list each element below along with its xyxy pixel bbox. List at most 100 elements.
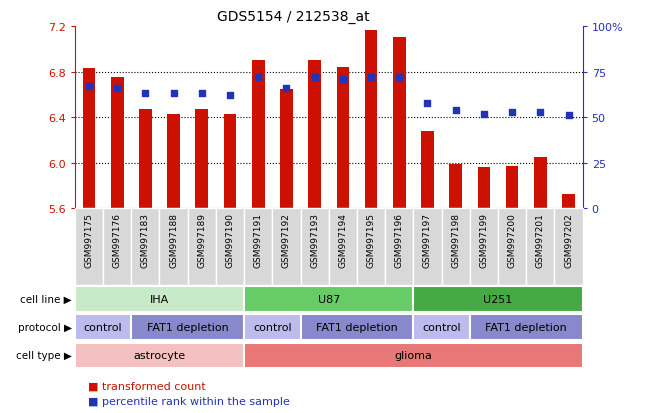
Bar (478, 168, 490, 209)
Point (197, 91, 207, 97)
Bar (393, 38, 406, 209)
Point (225, 93, 235, 100)
Bar (365, 31, 378, 209)
Bar (111, 78, 124, 209)
Bar (421, 132, 434, 209)
Point (281, 85, 292, 92)
Bar (309, 61, 321, 209)
Point (169, 91, 179, 97)
Point (366, 74, 376, 81)
Text: GSM997198: GSM997198 (451, 213, 460, 268)
Point (507, 109, 518, 116)
Text: control: control (84, 323, 122, 332)
FancyBboxPatch shape (498, 209, 526, 285)
Text: cell type ▶: cell type ▶ (16, 351, 72, 361)
Text: U87: U87 (318, 294, 340, 304)
Text: FAT1 depletion: FAT1 depletion (147, 323, 229, 332)
Text: GSM997175: GSM997175 (85, 213, 94, 268)
Text: GDS5154 / 212538_at: GDS5154 / 212538_at (217, 10, 369, 24)
Point (394, 74, 404, 81)
Text: GSM997195: GSM997195 (367, 213, 376, 268)
FancyBboxPatch shape (75, 209, 103, 285)
Text: GSM997190: GSM997190 (225, 213, 234, 268)
FancyBboxPatch shape (555, 209, 583, 285)
Point (450, 107, 461, 114)
Point (338, 76, 348, 83)
Text: ■ transformed count: ■ transformed count (88, 381, 206, 391)
Text: FAT1 depletion: FAT1 depletion (316, 323, 398, 332)
Point (309, 74, 320, 81)
Text: GSM997183: GSM997183 (141, 213, 150, 268)
Text: GSM997192: GSM997192 (282, 213, 291, 268)
Text: control: control (253, 323, 292, 332)
Bar (337, 68, 349, 209)
FancyBboxPatch shape (413, 315, 470, 340)
Text: protocol ▶: protocol ▶ (18, 323, 72, 332)
Point (253, 74, 264, 81)
Text: GSM997188: GSM997188 (169, 213, 178, 268)
FancyBboxPatch shape (244, 343, 583, 368)
Point (422, 100, 433, 107)
Text: IHA: IHA (150, 294, 169, 304)
Text: astrocyte: astrocyte (133, 351, 186, 361)
Bar (449, 165, 462, 209)
FancyBboxPatch shape (385, 209, 413, 285)
FancyBboxPatch shape (470, 209, 498, 285)
FancyBboxPatch shape (272, 209, 301, 285)
FancyBboxPatch shape (357, 209, 385, 285)
Point (140, 91, 150, 97)
Text: GSM997201: GSM997201 (536, 213, 545, 268)
FancyBboxPatch shape (187, 209, 216, 285)
Text: GSM997193: GSM997193 (310, 213, 319, 268)
FancyBboxPatch shape (132, 315, 244, 340)
Bar (562, 194, 575, 209)
Text: cell line ▶: cell line ▶ (20, 294, 72, 304)
Bar (83, 69, 95, 209)
Text: GSM997194: GSM997194 (339, 213, 348, 268)
FancyBboxPatch shape (301, 209, 329, 285)
Point (112, 85, 122, 92)
Bar (534, 158, 547, 209)
Bar (506, 167, 518, 209)
Text: glioma: glioma (395, 351, 432, 361)
FancyBboxPatch shape (75, 287, 244, 312)
FancyBboxPatch shape (526, 209, 555, 285)
Point (84, 84, 94, 90)
FancyBboxPatch shape (103, 209, 132, 285)
FancyBboxPatch shape (75, 315, 132, 340)
Text: GSM997191: GSM997191 (254, 213, 263, 268)
FancyBboxPatch shape (244, 209, 272, 285)
FancyBboxPatch shape (159, 209, 187, 285)
Text: FAT1 depletion: FAT1 depletion (486, 323, 567, 332)
FancyBboxPatch shape (216, 209, 244, 285)
Text: control: control (422, 323, 461, 332)
Point (535, 109, 546, 116)
Bar (139, 110, 152, 209)
Text: GSM997196: GSM997196 (395, 213, 404, 268)
Point (563, 113, 574, 119)
Bar (252, 61, 264, 209)
Bar (167, 114, 180, 209)
Text: U251: U251 (484, 294, 512, 304)
Text: GSM997197: GSM997197 (423, 213, 432, 268)
Text: GSM997199: GSM997199 (479, 213, 488, 268)
Text: GSM997202: GSM997202 (564, 213, 573, 267)
Text: GSM997176: GSM997176 (113, 213, 122, 268)
FancyBboxPatch shape (413, 209, 441, 285)
FancyBboxPatch shape (301, 315, 413, 340)
FancyBboxPatch shape (413, 287, 583, 312)
Text: GSM997189: GSM997189 (197, 213, 206, 268)
Point (478, 111, 489, 118)
FancyBboxPatch shape (132, 209, 159, 285)
Text: GSM997200: GSM997200 (508, 213, 517, 268)
FancyBboxPatch shape (441, 209, 470, 285)
FancyBboxPatch shape (470, 315, 583, 340)
FancyBboxPatch shape (329, 209, 357, 285)
FancyBboxPatch shape (75, 343, 244, 368)
Text: ■ percentile rank within the sample: ■ percentile rank within the sample (88, 396, 290, 406)
Bar (224, 114, 236, 209)
FancyBboxPatch shape (244, 315, 301, 340)
FancyBboxPatch shape (244, 287, 413, 312)
Bar (280, 90, 293, 209)
Bar (195, 110, 208, 209)
